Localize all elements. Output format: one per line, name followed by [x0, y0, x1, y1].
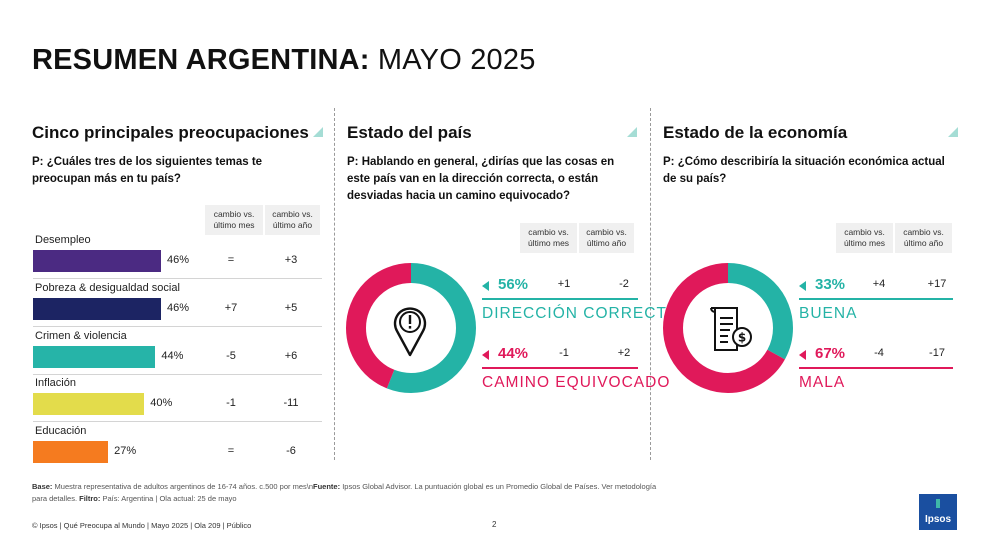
- concern-label: Educación: [35, 425, 87, 437]
- row-separator: [33, 278, 322, 279]
- col-header-year: cambio vs. último año: [265, 205, 320, 235]
- concern-value-label: 46%: [167, 302, 190, 314]
- concern-value-label: 44%: [161, 350, 184, 362]
- result-label: CAMINO EQUIVOCADO: [482, 374, 671, 391]
- footnote-filter-label: Filtro:: [79, 494, 101, 503]
- row-separator: [33, 326, 322, 327]
- concerns-title: Cinco principales preocupaciones: [32, 123, 309, 142]
- concern-label: Crimen & violencia: [35, 330, 127, 342]
- concern-change-year: -11: [283, 397, 299, 409]
- concern-bar: [33, 298, 161, 320]
- page-number: 2: [492, 520, 497, 529]
- donut-slice-mala: [663, 263, 793, 393]
- svg-text:$: $: [738, 331, 746, 345]
- page-title: RESUMEN ARGENTINA: MAYO 2025: [32, 44, 536, 77]
- result-underline: [482, 367, 638, 369]
- column-divider: [650, 108, 651, 460]
- logo-text: Ipsos: [924, 514, 952, 525]
- corner-triangle-icon: [313, 127, 323, 137]
- economy-title: Estado de la economía: [663, 123, 848, 142]
- concern-change-year: -6: [286, 445, 296, 457]
- concern-change-month: -1: [226, 397, 236, 409]
- arrow-left-icon: [482, 281, 489, 291]
- ipsos-logo: Ipsos: [919, 494, 957, 530]
- concern-label: Inflación: [35, 377, 76, 389]
- concern-change-year: +3: [284, 254, 298, 266]
- result-label: DIRECCIÓN CORRECTA: [482, 305, 678, 322]
- result-percent: 44%: [498, 345, 529, 362]
- concern-change-month: =: [227, 254, 235, 266]
- concern-row: Crimen & violencia 44% -5 +6: [33, 330, 322, 378]
- concern-row: Inflación 40% -1 -11: [33, 377, 322, 425]
- country-title: Estado del país: [347, 123, 472, 142]
- country-donut-chart: [346, 263, 476, 393]
- arrow-left-icon: [482, 350, 489, 360]
- footnote-filter: País: Argentina | Ola actual: 25 de mayo: [100, 494, 237, 503]
- col-header-month: cambio vs. último mes: [205, 205, 263, 235]
- col-header-month: cambio vs. último mes: [836, 223, 893, 253]
- concern-value-label: 46%: [167, 254, 190, 266]
- result-change-month: +1: [557, 278, 571, 290]
- concern-change-month: =: [227, 445, 235, 457]
- col-header-year: cambio vs. último año: [579, 223, 634, 253]
- economy-donut-chart: [663, 263, 793, 393]
- concern-label: Pobreza & desigualdad social: [35, 282, 180, 294]
- result-change-year: +2: [617, 347, 631, 359]
- result-change-month: +4: [872, 278, 886, 290]
- result-change-year: -2: [619, 278, 629, 290]
- result-change-month: -4: [874, 347, 884, 359]
- map-pin-exclamation-icon: [393, 307, 427, 357]
- result-percent: 67%: [815, 345, 846, 362]
- invoice-dollar-icon: $: [710, 307, 752, 351]
- result-percent: 33%: [815, 276, 846, 293]
- corner-triangle-icon: [627, 127, 637, 137]
- concern-value-label: 40%: [150, 397, 173, 409]
- concern-bar: [33, 441, 109, 463]
- concern-bar: [33, 393, 145, 415]
- col-header-month: cambio vs. último mes: [520, 223, 577, 253]
- result-change-year: +17: [927, 278, 947, 290]
- copyright: © Ipsos | Qué Preocupa al Mundo | Mayo 2…: [32, 521, 252, 530]
- economy-question: P: ¿Cómo describiría la situación económ…: [663, 156, 945, 185]
- concern-row: Desempleo 46% = +3: [33, 234, 322, 282]
- concern-bar: [33, 346, 156, 368]
- corner-triangle-icon: [948, 127, 958, 137]
- result-label: MALA: [799, 374, 846, 391]
- column-divider: [334, 108, 335, 460]
- concern-value-label: 27%: [114, 445, 137, 457]
- result-change-year: -17: [929, 347, 945, 359]
- footnote-source-label: Fuente:: [313, 482, 341, 491]
- concerns-question: P: ¿Cuáles tres de los siguientes temas …: [32, 156, 263, 185]
- concern-bar: [33, 250, 161, 272]
- concern-change-month: +7: [224, 302, 238, 314]
- page-title-bold: RESUMEN ARGENTINA:: [32, 44, 370, 76]
- concern-label: Desempleo: [35, 234, 91, 246]
- concern-change-year: +5: [284, 302, 298, 314]
- result-label: BUENA: [799, 305, 858, 322]
- result-underline: [482, 298, 638, 300]
- arrow-left-icon: [799, 281, 806, 291]
- row-separator: [33, 421, 322, 422]
- footnote-base-label: Base:: [32, 482, 53, 491]
- result-underline: [799, 298, 953, 300]
- result-change-month: -1: [559, 347, 569, 359]
- concern-row: Educación 27% = -6: [33, 425, 322, 473]
- logo-mark-icon: [936, 499, 940, 508]
- concern-row: Pobreza & desigualdad social 46% +7 +5: [33, 282, 322, 330]
- concern-change-month: -5: [226, 350, 236, 362]
- donut-slice-camino-equivocado: [346, 263, 476, 393]
- row-separator: [33, 374, 322, 375]
- country-question: P: Hablando en general, ¿dirías que las …: [347, 156, 615, 202]
- result-percent: 56%: [498, 276, 529, 293]
- footnote-base: Muestra representativa de adultos argent…: [52, 482, 314, 491]
- concern-change-year: +6: [284, 350, 298, 362]
- arrow-left-icon: [799, 350, 806, 360]
- page-title-date: MAYO 2025: [377, 44, 536, 76]
- footnote-source: Ipsos Global Advisor. La puntuación glob…: [32, 482, 657, 503]
- result-underline: [799, 367, 953, 369]
- col-header-year: cambio vs. último año: [895, 223, 952, 253]
- footnote: Base: Muestra representativa de adultos …: [32, 481, 672, 505]
